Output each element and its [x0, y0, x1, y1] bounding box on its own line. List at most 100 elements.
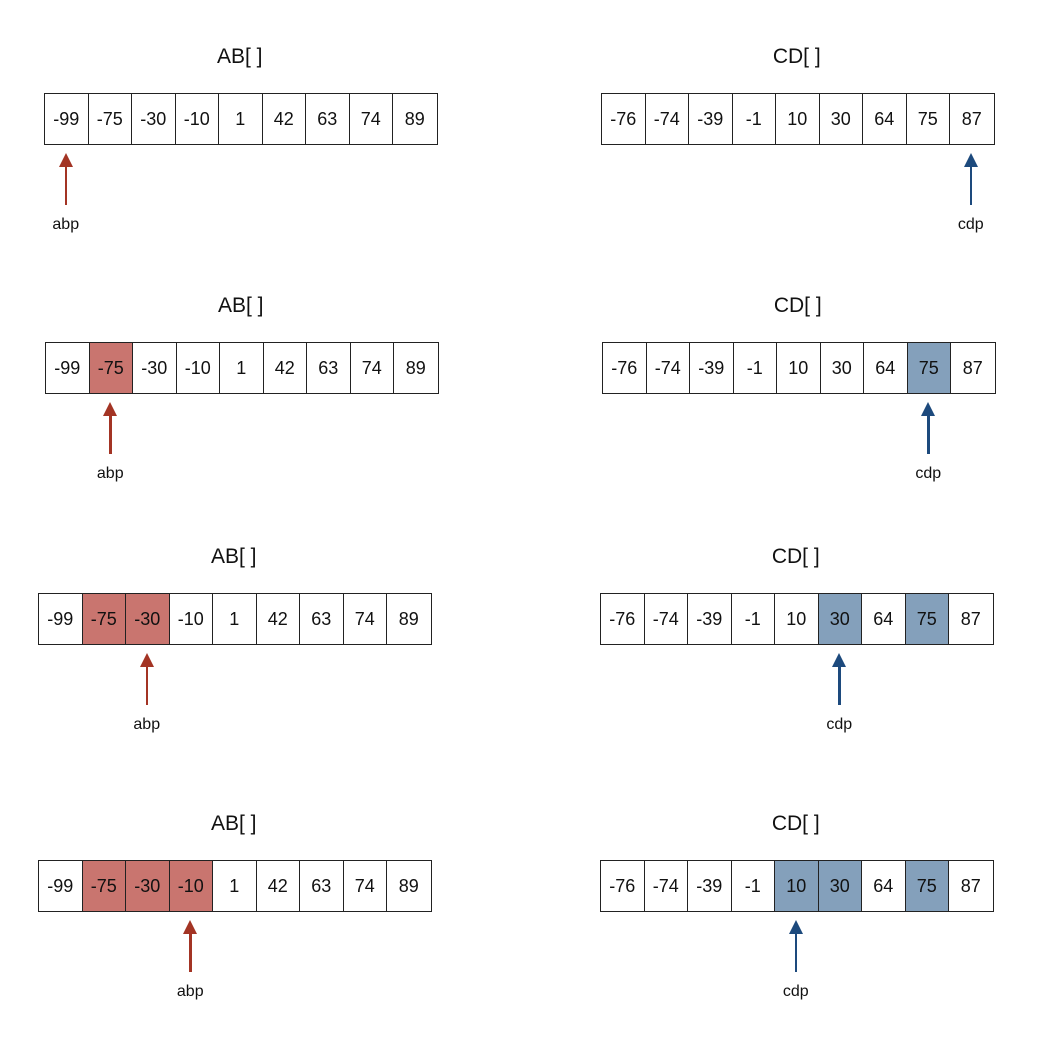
ab-array-row: -99 -75 -30 -10 1 42 63 74 89: [38, 593, 432, 645]
arrow-shaft: [64, 165, 68, 205]
cd-array-cell: 87: [949, 861, 993, 911]
cd-array-title: CD[ ]: [771, 545, 820, 568]
cd-array-cell: -39: [689, 94, 733, 144]
ab-array-row: -99 -75 -30 -10 1 42 63 74 89: [38, 860, 432, 912]
ab-array-cell: -99: [46, 343, 90, 393]
ab-array-cell: 63: [300, 594, 344, 644]
ab-array-cell: -99: [39, 594, 83, 644]
cd-array-title: CD[ ]: [771, 812, 820, 835]
ab-array-cell: -30: [132, 94, 176, 144]
arrow-head: [183, 920, 198, 934]
ab-array-cell: 42: [256, 594, 300, 644]
cd-array-cell: -1: [731, 594, 775, 644]
ab-array-cell: 42: [262, 94, 306, 144]
ab-array-cell: 74: [350, 343, 394, 393]
cd-pointer-label: cdp: [957, 216, 984, 233]
cd-array-cell: 75: [906, 94, 950, 144]
arrow-head: [58, 153, 73, 167]
ab-array-cell: 42: [256, 861, 300, 911]
cd-array-cell: -76: [602, 94, 646, 144]
ab-array-cell: 74: [343, 861, 387, 911]
ab-array-cell: -10: [175, 94, 219, 144]
ab-array-cell: 89: [394, 343, 438, 393]
cd-array-cell: 87: [950, 94, 994, 144]
ab-array-cell: 63: [300, 861, 344, 911]
arrow-head: [139, 653, 154, 667]
arrow-head: [103, 402, 118, 416]
ab-array-cell: 74: [349, 94, 393, 144]
cd-array-cell: 75: [905, 861, 949, 911]
ab-array-row: -99 -75 -30 -10 1 42 63 74 89: [45, 342, 439, 394]
cd-array-cell: 30: [818, 861, 862, 911]
cd-array-cell: 30: [818, 594, 862, 644]
cd-pointer-label: cdp: [826, 716, 853, 733]
cd-array-cell: 10: [777, 343, 821, 393]
ab-array-cell: 1: [213, 594, 257, 644]
cd-array-row: -76 -74 -39 -1 10 30 64 75 87: [602, 342, 996, 394]
cd-array-cell: -74: [644, 861, 688, 911]
ab-array-cell: -10: [169, 594, 213, 644]
ab-array-title: AB[ ]: [210, 545, 257, 568]
cd-pointer-label: cdp: [915, 465, 942, 482]
ab-array-cell: -75: [88, 94, 132, 144]
cd-array-row: -76 -74 -39 -1 10 30 64 75 87: [600, 593, 994, 645]
arrow-shaft: [927, 414, 930, 454]
arrow-shaft: [969, 165, 973, 205]
cd-array-cell: 10: [775, 861, 819, 911]
arrow-head: [921, 402, 936, 416]
cd-array-row: -76 -74 -39 -1 10 30 64 75 87: [600, 860, 994, 912]
cd-array-cell: -76: [601, 861, 645, 911]
cd-array-cell: -74: [644, 594, 688, 644]
ab-array-cell: -75: [82, 594, 126, 644]
cd-array-cell: -76: [601, 594, 645, 644]
cd-array-title: CD[ ]: [773, 294, 822, 317]
ab-array-cell: -30: [126, 594, 170, 644]
cd-pointer-label: cdp: [782, 983, 809, 1000]
arrow-shaft: [109, 414, 112, 454]
ab-array-cell: 89: [387, 861, 431, 911]
ab-array-cell: 74: [343, 594, 387, 644]
cd-array-cell: -1: [732, 94, 776, 144]
cd-array-cell: 75: [907, 343, 951, 393]
cd-array-cell: 30: [820, 343, 864, 393]
arrow-head: [832, 653, 847, 667]
ab-array-cell: 63: [306, 94, 350, 144]
cd-array-cell: 10: [775, 594, 819, 644]
ab-array-row: -99 -75 -30 -10 1 42 63 74 89: [44, 93, 438, 145]
ab-array-title: AB[ ]: [216, 45, 263, 68]
arrow-shaft: [189, 932, 192, 972]
cd-array-cell: 10: [776, 94, 820, 144]
ab-array-cell: -30: [126, 861, 170, 911]
ab-array-cell: 89: [393, 94, 437, 144]
arrow-shaft: [145, 665, 149, 705]
arrow-shaft: [838, 665, 841, 705]
ab-array-cell: -10: [176, 343, 220, 393]
cd-array-cell: -74: [646, 343, 690, 393]
ab-array-cell: -99: [45, 94, 89, 144]
cd-array-title: CD[ ]: [772, 45, 821, 68]
cd-array-cell: -39: [690, 343, 734, 393]
ab-array-title: AB[ ]: [210, 812, 257, 835]
cd-array-cell: 75: [905, 594, 949, 644]
ab-pointer-label: abp: [96, 465, 124, 482]
cd-array-cell: 64: [862, 594, 906, 644]
ab-array-cell: -30: [133, 343, 177, 393]
ab-array-cell: 63: [307, 343, 351, 393]
ab-array-cell: -75: [89, 343, 133, 393]
cd-array-cell: 64: [862, 861, 906, 911]
ab-array-cell: 1: [219, 94, 263, 144]
ab-array-cell: -10: [169, 861, 213, 911]
ab-array-cell: 42: [263, 343, 307, 393]
cd-array-cell: -39: [688, 861, 732, 911]
cd-array-cell: 64: [864, 343, 908, 393]
ab-array-cell: 1: [220, 343, 264, 393]
cd-array-cell: -1: [731, 861, 775, 911]
ab-array-cell: -99: [39, 861, 83, 911]
cd-array-cell: -1: [733, 343, 777, 393]
ab-array-cell: 89: [387, 594, 431, 644]
ab-array-title: AB[ ]: [217, 294, 264, 317]
cd-array-cell: -74: [645, 94, 689, 144]
ab-array-cell: -75: [82, 861, 126, 911]
arrow-head: [788, 920, 803, 934]
arrow-head: [963, 153, 978, 167]
